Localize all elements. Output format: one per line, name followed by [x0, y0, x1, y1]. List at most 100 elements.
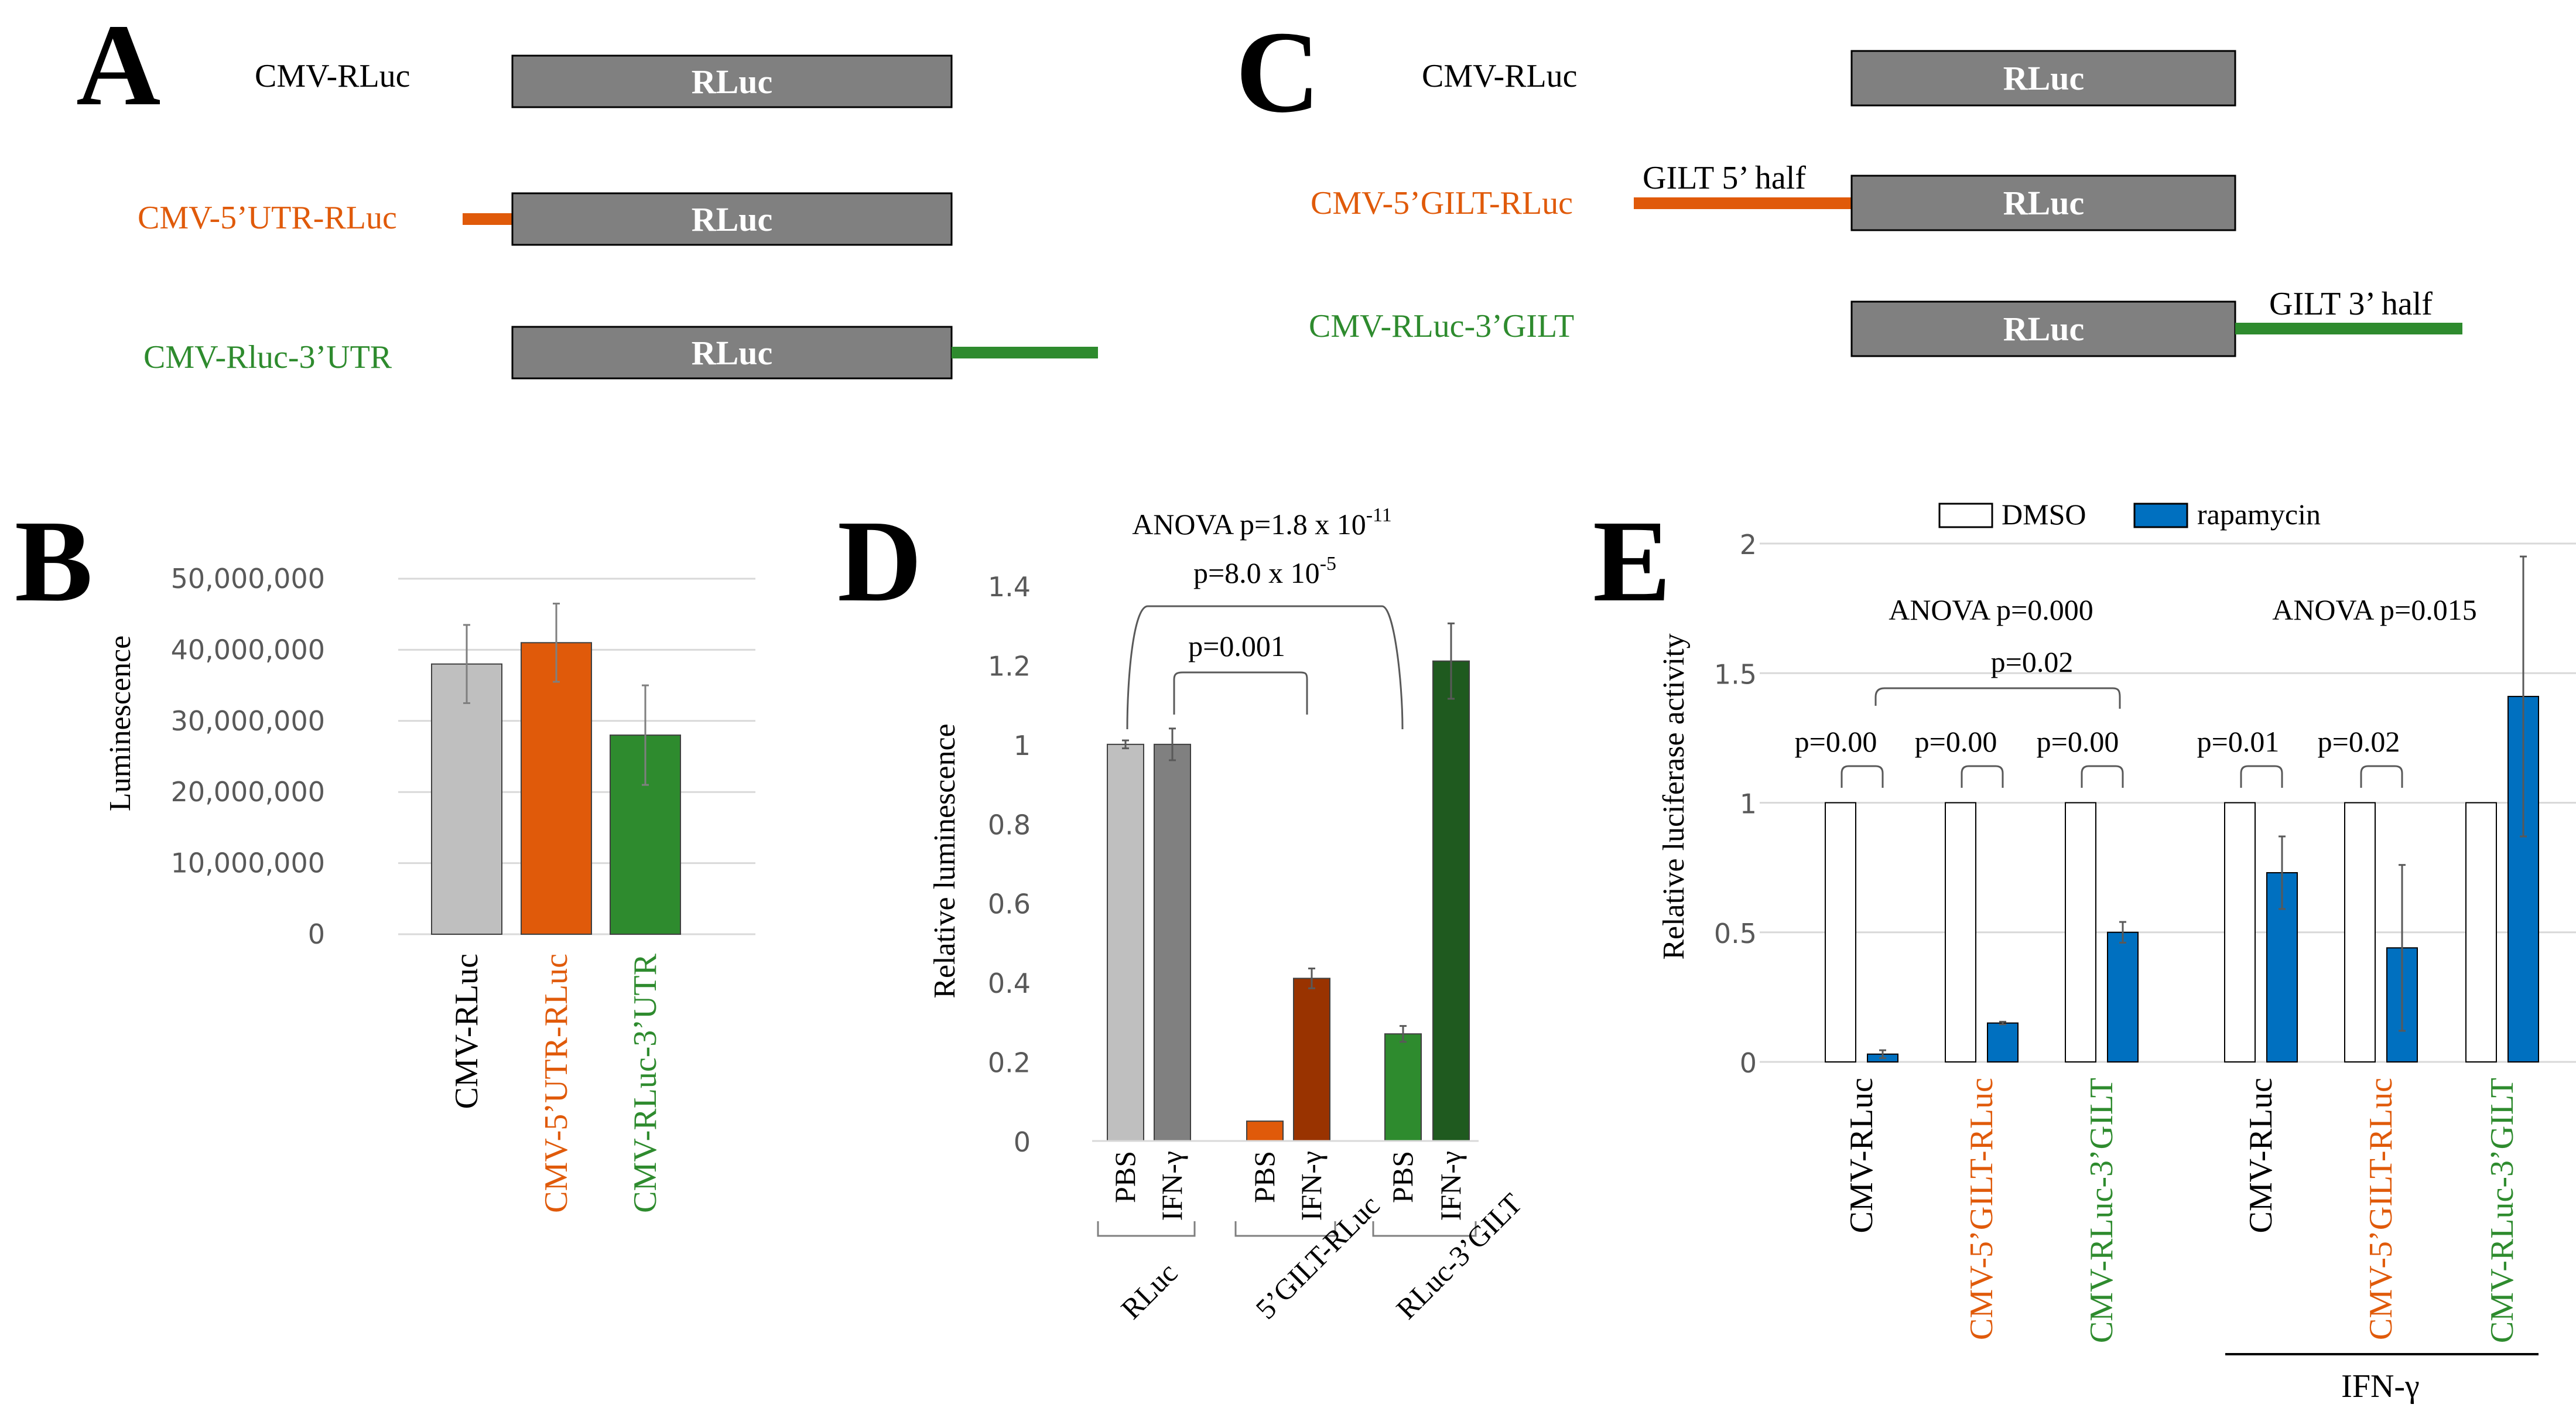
panel-a-construct-3-box-label: RLuc [692, 334, 773, 372]
panel-e-grid [1760, 542, 2576, 1063]
panel-a-construct-2-box [511, 192, 953, 246]
panel-e-bar-dmso [2224, 802, 2256, 1062]
panel-a-construct-1-name: CMV-RLuc [255, 58, 410, 94]
panel-e-pair-bracket [2240, 765, 2283, 788]
panel-d-ytick: 0 [1014, 1126, 1031, 1158]
panel-e-anova-1: ANOVA p=0.000 [1889, 593, 2093, 626]
panel-e-category-label: CMV-5’GILT-RLuc [2363, 1078, 2399, 1340]
panel-b-ytick: 40,000,000 [171, 634, 325, 665]
panel-d-ylabel: Relative luminescence [928, 723, 962, 998]
panel-b-bar [431, 663, 502, 935]
panel-e-category-label: CMV-RLuc-3’GILT [2084, 1078, 2120, 1343]
panel-d-bar-label: IFN-γ [1295, 1151, 1328, 1221]
panel-d-ytick: 0.8 [988, 809, 1031, 841]
panel-d-bar-label: PBS [1248, 1151, 1281, 1203]
panel-d-group-label: RLuc [1114, 1256, 1183, 1325]
panel-c-construct-2-name: CMV-5’GILT-RLuc [1311, 185, 1573, 221]
panel-b-category-label: CMV-RLuc [449, 954, 485, 1109]
panel-e-legend-dmso: DMSO [2002, 498, 2086, 531]
panel-c-construct-3-box [1850, 300, 2236, 357]
panel-e-pair-bracket [2360, 765, 2403, 788]
panel-d-bar [1107, 743, 1144, 1142]
panel-d-bracket-1 [1126, 605, 1404, 730]
panel-a-construct-2-name: CMV-5’UTR-RLuc [138, 200, 397, 236]
panel-a: A CMV-RLuc RLuc CMV-5’UTR-RLuc RLuc CMV-… [76, 1, 1098, 380]
panel-d-ytick: 0.6 [988, 889, 1031, 920]
panel-e-yticks: 0 0.5 1 1.5 2 [1714, 529, 1757, 1079]
panel-d: D Relative luminescence 0 0.2 0.4 0.6 0.8 1 1.… [837, 497, 1528, 1325]
panel-d-ytick: 1.4 [988, 571, 1031, 603]
panel-b-category-label: CMV-RLuc-3’UTR [627, 953, 663, 1212]
panel-d-bar [1293, 978, 1330, 1142]
panel-e-bar-dmso [1825, 802, 1856, 1062]
panel-b-categories: CMV-RLuc CMV-5’UTR-RLuc CMV-RLuc-3’UTR [449, 953, 663, 1212]
panel-e-pair-stat: p=0.02 [2318, 725, 2400, 758]
panel-a-construct-3-name: CMV-Rluc-3’UTR [143, 339, 392, 375]
panel-e-category-label: CMV-RLuc [2243, 1078, 2279, 1234]
panel-c-label: C [1236, 8, 1320, 137]
panel-c-construct-1-box [1850, 50, 2236, 107]
panel-e-pair-bracket [2081, 765, 2124, 788]
panel-d-bar-labels: PBS IFN-γ PBS IFN-γ PBS IFN-γ [1109, 1151, 1467, 1221]
panel-e-category-label: CMV-RLuc [1843, 1078, 1880, 1234]
panel-e-ytick: 1.5 [1714, 658, 1757, 690]
panel-c-construct-3-box-label: RLuc [2003, 310, 2085, 348]
panel-b-ylabel: Luminescence [104, 636, 137, 811]
panel-d-anova-exp: -11 [1366, 504, 1392, 526]
panel-a-label: A [76, 1, 160, 130]
panel-a-construct-3-box [511, 326, 953, 380]
panel-a-construct-2-box-label: RLuc [692, 200, 773, 238]
panel-a-construct-1-box-label: RLuc [692, 63, 773, 101]
panel-d-yticks: 0 0.2 0.4 0.6 0.8 1 1.2 1.4 [988, 571, 1031, 1158]
panel-b-label: B [15, 497, 93, 626]
panel-e-pair-bracket [1841, 765, 1884, 788]
panel-c-3gilt-label: GILT 3’ half [2269, 286, 2433, 322]
panel-b-ytick: 30,000,000 [171, 705, 325, 737]
panel-e-category-label: CMV-RLuc-3’GILT [2484, 1078, 2520, 1343]
panel-d-bar [1154, 743, 1191, 1142]
panel-d-ytick: 1.2 [988, 650, 1031, 682]
panel-e-pair-stat: p=0.01 [2197, 725, 2280, 758]
panel-e-bars [1825, 555, 2539, 1063]
panel-e-legend-rapamycin-swatch [2133, 503, 2188, 528]
panel-e-ytick: 1 [1740, 788, 1757, 820]
panel-b-ytick: 50,000,000 [171, 563, 325, 595]
panel-c-construct-3-name: CMV-RLuc-3’GILT [1309, 308, 1574, 344]
panel-e-bar-dmso [2344, 802, 2376, 1062]
panel-d-label: D [837, 497, 922, 626]
panel-d-ytick: 1 [1014, 730, 1031, 761]
panel-d-bracket-2 [1173, 671, 1308, 715]
panel-c: C CMV-RLuc RLuc CMV-5’GILT-RLuc GILT 5’ … [1236, 8, 2462, 357]
panel-b-bar [521, 642, 592, 935]
panel-d-bracket-1-exp: -5 [1320, 553, 1336, 575]
panel-e-pair-stats: p=0.00 p=0.00 p=0.00 p=0.01 p=0.02 [1795, 725, 2403, 788]
panel-e-ytick: 2 [1740, 529, 1757, 561]
panel-d-bar [1384, 1033, 1422, 1142]
panel-d-anova: ANOVA p=1.8 x 10-11 [1132, 504, 1392, 541]
panel-e-anova-2: ANOVA p=0.015 [2272, 593, 2477, 626]
panel-d-bar [1246, 1120, 1284, 1142]
panel-e-pair-stat: p=0.00 [1795, 725, 1877, 758]
panel-c-construct-1-box-label: RLuc [2003, 59, 2085, 97]
panel-e-legend-rapamycin: rapamycin [2197, 498, 2321, 531]
panel-d-bracket-2-label: p=0.001 [1188, 630, 1285, 662]
panel-b-ytick: 10,000,000 [171, 848, 325, 879]
panel-e-ylabel: Relative luciferase activity [1657, 633, 1691, 959]
panel-e-bracket-label: p=0.02 [1991, 645, 2074, 678]
panel-e: E Relative luciferase activity DMSO rapa… [1593, 497, 2576, 1405]
panel-e-ytick: 0.5 [1714, 918, 1757, 949]
panel-e-bar-rapamycin [1987, 1022, 2019, 1062]
panel-d-bracket-1-prefix: p=8.0 x 10 [1193, 556, 1320, 589]
panel-d-group-brace [1097, 1221, 1196, 1237]
panel-d-bar [1432, 660, 1470, 1142]
panel-e-bar-dmso [2065, 802, 2096, 1062]
panel-c-construct-2-box [1850, 175, 2236, 231]
panel-e-bar-dmso [1945, 802, 1976, 1062]
panel-c-construct-1-name: CMV-RLuc [1422, 58, 1578, 94]
panel-e-pair-stat: p=0.00 [1915, 725, 1997, 758]
panel-e-treatment-label: IFN-γ [2341, 1368, 2420, 1405]
panel-d-group-brace [1372, 1221, 1477, 1237]
panel-d-bars [1092, 622, 1479, 1142]
panel-e-pair-stat: p=0.00 [2037, 725, 2119, 758]
